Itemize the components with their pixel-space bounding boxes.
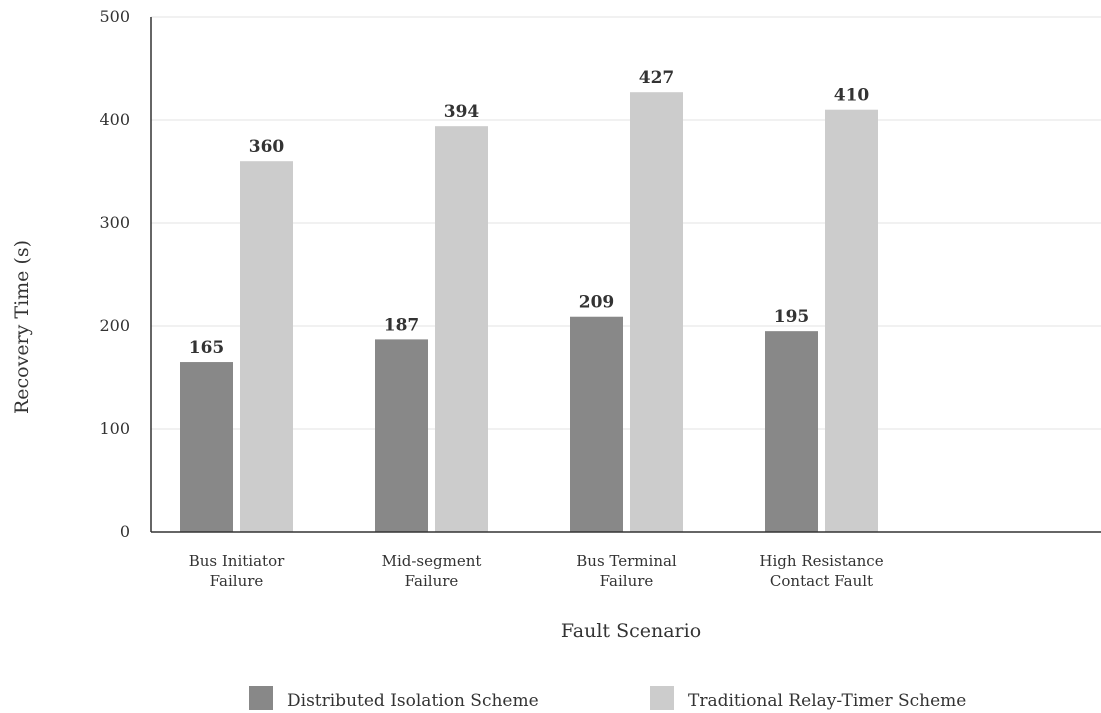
legend: Distributed Isolation Scheme Traditional… [249,686,966,711]
legend-swatch-traditional [650,686,674,710]
data-label-traditional: 410 [834,86,870,106]
x-tick-label: High Resistance Contact Fault [759,552,883,590]
bar-distributed [765,331,818,532]
bars [180,92,878,533]
x-tick-label: Mid-segment Failure [382,552,482,590]
bar-distributed [180,362,233,532]
data-labels: 165 360 187 394 209 427 195 410 [189,68,870,358]
legend-swatch-distributed [249,686,273,710]
bar-traditional [630,92,683,532]
y-axis-title: Recovery Time (s) [11,240,33,414]
bar-traditional [240,161,293,532]
bar-traditional [825,109,878,532]
legend-label-distributed: Distributed Isolation Scheme [287,691,539,711]
data-label-distributed: 209 [579,293,615,313]
data-label-traditional: 360 [249,137,285,157]
y-tick-label: 400 [99,110,130,129]
y-tick-label: 500 [99,7,130,26]
data-label-distributed: 195 [774,307,810,327]
axes [150,17,1101,533]
data-label-traditional: 394 [444,102,480,122]
bar-distributed [375,339,428,532]
bar-traditional [435,126,488,533]
y-tick-label: 0 [120,522,130,541]
bar-distributed [570,316,623,532]
gridlines [151,16,1101,430]
y-tick-label: 300 [99,213,130,232]
data-label-traditional: 427 [639,68,675,88]
data-label-distributed: 187 [384,315,420,335]
x-tick-label: Bus Terminal Failure [576,552,677,590]
data-label-distributed: 165 [189,338,225,358]
y-tick-label: 100 [99,419,130,438]
x-tick-labels: Bus Initiator Failure Mid-segment Failure Bu… [189,552,884,590]
y-tick-labels: 0 100 200 300 400 500 [99,7,130,541]
y-tick-label: 200 [99,316,130,335]
x-axis-title: Fault Scenario [561,620,701,642]
legend-label-traditional: Traditional Relay-Timer Scheme [688,691,966,711]
x-tick-label: Bus Initiator Failure [189,552,285,590]
